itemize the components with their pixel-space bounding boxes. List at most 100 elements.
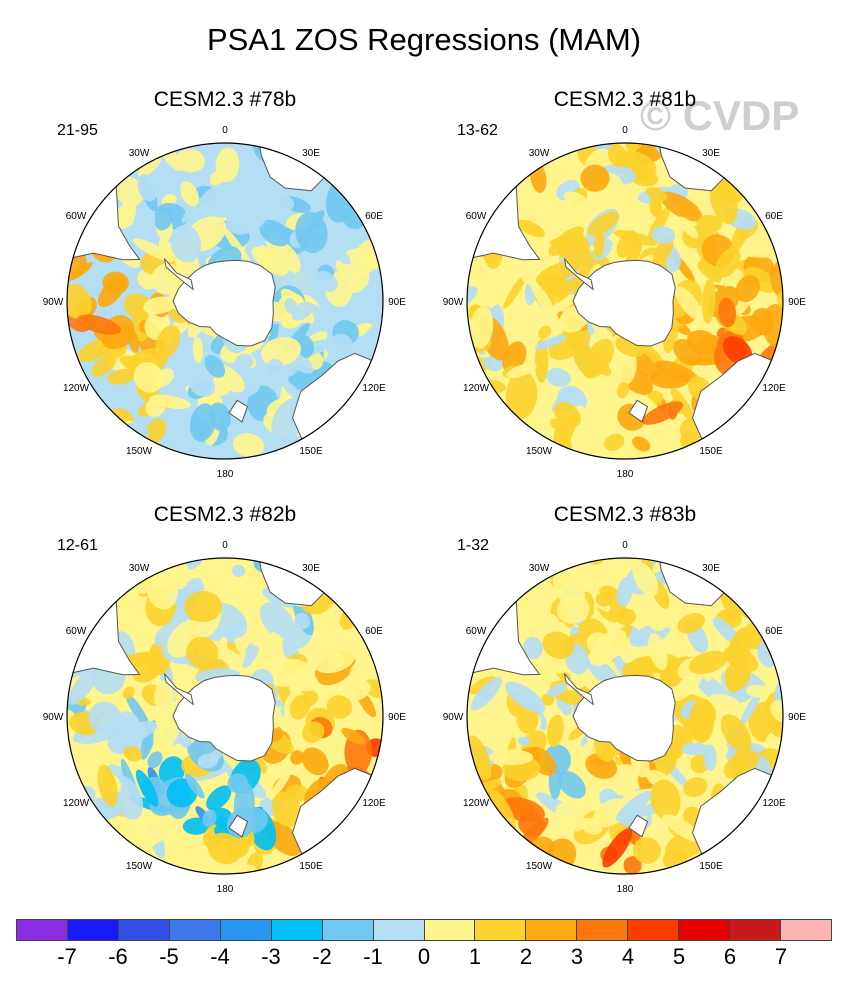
anomaly-patch	[552, 567, 586, 610]
anomaly-patch	[580, 817, 603, 835]
anomaly-patch	[204, 355, 226, 378]
anomaly-patch	[189, 403, 217, 442]
map-boundary	[66, 142, 384, 460]
anomaly-patch	[735, 275, 760, 303]
anomaly-patch	[122, 686, 135, 699]
anomaly-patch	[132, 651, 164, 683]
longitude-label: 60E	[765, 211, 783, 222]
anomaly-patch	[347, 269, 370, 293]
longitude-label: 30E	[702, 563, 720, 574]
longitude-label: 60W	[66, 626, 87, 637]
polar-map: 0 30E 60E 90E 120E 150E 180 150W 120W 90W 60W 30W	[443, 125, 807, 480]
anomaly-patch	[105, 257, 131, 274]
anomaly-patch	[616, 608, 637, 626]
anomaly-patch	[680, 742, 711, 756]
anomaly-patch	[650, 779, 681, 820]
longitude-label: 30E	[302, 563, 320, 574]
anomaly-patch	[595, 591, 614, 607]
anomaly-patch	[467, 704, 483, 728]
longitude-label: 30E	[302, 148, 320, 159]
anomaly-patch	[154, 209, 173, 231]
longitude-label: 60E	[765, 626, 783, 637]
anomaly-patch	[123, 745, 143, 762]
longitude-label: 60W	[466, 626, 487, 637]
anomaly-patch	[596, 395, 617, 418]
map-field	[67, 558, 383, 874]
anomaly-patch	[68, 665, 100, 705]
anomaly-patch	[548, 226, 585, 256]
cvdp-watermark: © CVDP	[640, 92, 800, 139]
anomaly-patch	[297, 335, 314, 359]
longitude-label: 30E	[702, 148, 720, 159]
anomaly-patch	[727, 665, 751, 692]
anomaly-patch	[739, 687, 764, 728]
panel-title: CESM2.3 #83b	[553, 503, 697, 526]
anomaly-patch	[180, 181, 199, 207]
anomaly-patch	[145, 418, 167, 444]
anomaly-patch	[607, 143, 628, 168]
anomaly-patch	[170, 224, 202, 263]
anomaly-patch	[555, 802, 586, 832]
longitude-label: 120E	[762, 383, 786, 394]
anomaly-patch	[153, 169, 171, 189]
anomaly-patch	[250, 178, 276, 195]
colorbar-tick: -5	[159, 944, 179, 969]
antarctic-peninsula-land	[563, 673, 594, 706]
colorbar-swatch	[373, 920, 425, 940]
longitude-label: 150E	[699, 861, 723, 872]
anomaly-patch	[626, 143, 643, 150]
map-boundary	[466, 557, 784, 875]
anomaly-patch	[743, 266, 777, 293]
anomaly-patch	[642, 401, 684, 425]
colorbar-swatch	[424, 920, 476, 940]
anomaly-patch	[674, 286, 704, 322]
anomaly-patch	[271, 791, 301, 827]
colorbar-tick: -3	[261, 944, 281, 969]
longitude-label: 180	[217, 469, 234, 480]
colorbar-swatch	[526, 920, 578, 940]
anomaly-patch	[488, 749, 534, 766]
longitude-label: 60W	[66, 211, 87, 222]
anomaly-patch	[660, 191, 703, 222]
longitude-label: 90E	[788, 297, 806, 308]
anomaly-patch	[189, 373, 216, 397]
anomaly-patch	[718, 297, 737, 328]
anomaly-patch	[516, 704, 539, 734]
anomaly-patch	[147, 751, 163, 769]
longitude-label: 90E	[788, 712, 806, 723]
anomaly-patch	[291, 301, 313, 321]
longitude-label: 180	[217, 884, 234, 895]
anomaly-patch	[329, 333, 353, 358]
colorbar-swatch	[17, 920, 68, 940]
anomaly-patch	[563, 191, 587, 205]
anomaly-patch	[325, 240, 351, 265]
anomaly-patch	[770, 700, 783, 723]
anomaly-patch	[321, 610, 343, 629]
longitude-label: 150W	[526, 861, 553, 872]
anomaly-patch	[546, 714, 564, 747]
anomaly-patch	[175, 149, 206, 173]
longitude-label: 150E	[299, 446, 323, 457]
anomaly-patch	[294, 612, 311, 630]
longitude-label: 0	[222, 125, 228, 136]
anomaly-patch	[264, 358, 285, 389]
new-zealand-land	[228, 814, 249, 838]
map-field	[67, 143, 383, 459]
new-zealand-land	[228, 399, 249, 423]
anomaly-patch	[301, 721, 325, 743]
anomaly-patch	[115, 176, 144, 207]
anomaly-patch	[314, 270, 338, 292]
anomaly-patch	[268, 768, 293, 801]
anomaly-patch	[556, 413, 578, 453]
map-panel-81b: CESM2.3 #81b 13-62 0 30E 60E 90E 120E 150E 180…	[443, 88, 807, 488]
longitude-label: 30W	[529, 563, 550, 574]
longitude-label: 180	[617, 884, 634, 895]
anomaly-patch	[186, 636, 219, 669]
anomaly-patch	[686, 330, 718, 355]
anomaly-patch	[234, 353, 254, 371]
map-panel-82b: CESM2.3 #82b 12-61 0 30E 60E 90E 120E 150E 180…	[43, 503, 407, 903]
anomaly-patch	[588, 629, 627, 666]
anomaly-patch	[206, 785, 232, 811]
anomaly-patch	[145, 395, 167, 418]
longitude-label: 150W	[526, 446, 553, 457]
